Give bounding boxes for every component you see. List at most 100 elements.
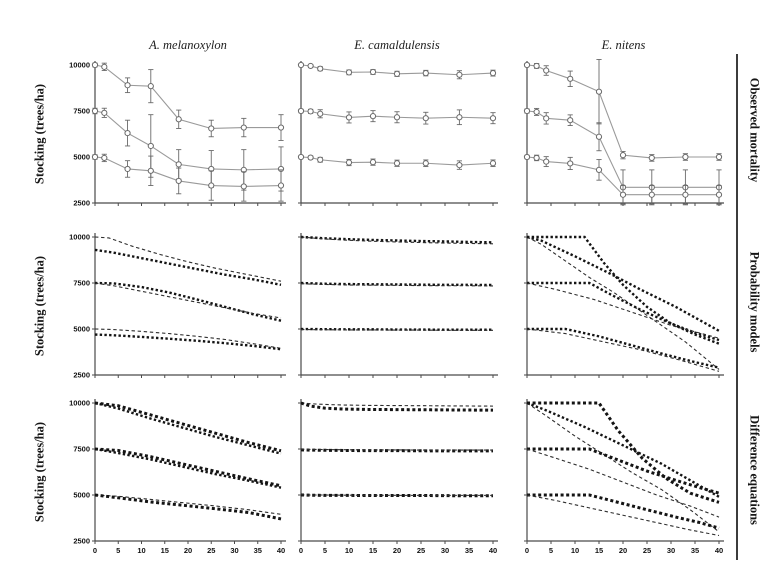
x-tick-label: 15 [161,546,169,555]
y-tick-label: 10000 [69,233,90,242]
y-tick-label: 5000 [73,491,90,500]
x-tick-label: 40 [489,546,497,555]
x-tick-label: 20 [619,546,627,555]
data-point-marker [567,117,574,124]
panel-probability-e-camaldulensis [298,233,498,378]
series-line-initial-7500-model-b [94,447,282,489]
series-line-initial-7500-model-b [94,282,282,319]
x-tick-label: 30 [667,546,675,555]
series-line-initial-7500-model-b [526,448,720,518]
y-tick-label: 2500 [73,371,90,380]
panel-probability-a-melanoxylon: 2500 5000 7500 10000 [69,233,286,380]
x-tick-label: 10 [345,546,353,555]
data-point-marker [715,153,723,161]
series-line-initial-7500-model-a [94,447,282,488]
panel-observed-a-melanoxylon: 2500 5000 7500 10000 [69,61,286,208]
data-point-marker [101,63,108,70]
y-tick-label: 10000 [69,61,90,70]
data-point-marker [124,129,131,137]
x-tick-label: 0 [93,546,97,555]
x-tick-label: 25 [643,546,651,555]
x-tick-label: 25 [417,546,425,555]
data-point-marker [456,114,463,121]
data-point-marker [489,160,497,167]
x-tick-label: 20 [184,546,192,555]
data-point-marker [393,114,401,121]
series-line-initial-7500-model-a [527,281,720,342]
x-tick-label: 40 [715,546,723,555]
data-point-marker [456,71,463,78]
x-tick-label: 35 [691,546,699,555]
data-point-marker [297,153,305,161]
series-line-initial-10000-model-a [300,402,494,407]
y-tick-label: 10000 [69,399,90,408]
series-line-initial-5000-model-b [300,494,493,496]
data-point-marker [422,115,429,122]
panel-difference-e-nitens: 0 5 10 15 20 25 30 35 40 [524,399,724,555]
data-point-marker [277,124,285,131]
x-tick-label: 30 [230,546,238,555]
data-point-marker [147,142,154,150]
x-tick-label: 10 [137,546,145,555]
data-point-marker [147,167,154,174]
data-point-marker [543,67,550,74]
series-line-initial-5000-model-a [94,494,282,515]
data-point-marker [533,108,540,116]
x-tick-label: 25 [207,546,215,555]
data-point-marker [619,191,627,198]
data-point-marker [317,110,324,117]
series-line-initial-10000-model-a [94,236,282,282]
series-line-initial-10000 [526,64,719,159]
data-point-marker [124,165,131,173]
data-point-marker [393,70,401,77]
series-line-initial-10000 [94,64,281,130]
y-tick-label: 5000 [73,153,90,162]
series-line-initial-10000-model-a [527,401,720,504]
series-line-initial-7500-model-b [300,283,494,287]
data-point-marker [91,61,99,69]
data-point-marker [533,154,540,162]
series-line-initial-5000-model-b [94,493,282,521]
series-line-initial-5000-model-b [300,329,493,331]
data-point-marker [456,161,463,169]
data-point-marker [567,75,574,82]
data-point-marker [393,160,401,167]
data-point-marker [523,153,531,161]
data-point-marker [240,183,247,190]
data-point-marker [317,156,324,163]
data-point-marker [595,166,603,173]
series-line-initial-5000-model-a [94,328,282,349]
series-line-initial-7500-model-a [300,448,493,453]
panel-difference-e-camaldulensis: 0 5 10 15 20 25 30 35 40 [298,399,498,555]
data-point-marker [208,182,215,189]
data-point-marker [91,153,99,161]
series-line-initial-10000-model-a [300,235,494,244]
data-point-marker [240,124,247,131]
data-point-marker [345,159,353,166]
series-line-initial-5000-model-a [527,493,720,530]
y-tick-label: 2500 [73,537,90,546]
data-point-marker [369,113,377,120]
panel-observed-e-camaldulensis [297,61,498,206]
data-point-marker [682,153,689,161]
data-point-marker [124,82,131,89]
x-tick-label: 35 [465,546,473,555]
data-point-marker [595,133,603,140]
data-point-marker [619,152,627,159]
data-point-marker [345,114,353,121]
x-tick-label: 0 [525,546,529,555]
series-line-initial-5000 [94,156,282,187]
x-tick-label: 40 [277,546,285,555]
series-line-initial-10000-model-b [526,236,720,370]
data-point-marker [422,69,429,77]
column-title-a-melanoxylon: A. melanoxylon [149,38,227,52]
panel-probability-e-nitens [524,233,724,378]
column-title-e-camaldulensis: E. camaldulensis [354,38,440,52]
data-point-marker [307,62,314,70]
series-line-initial-5000-model-b [526,494,720,537]
series-line-initial-10000-model-b [94,248,282,287]
column-title-e-nitens: E. nitens [601,38,646,52]
y-tick-label: 7500 [73,107,90,116]
data-point-marker [648,154,655,162]
